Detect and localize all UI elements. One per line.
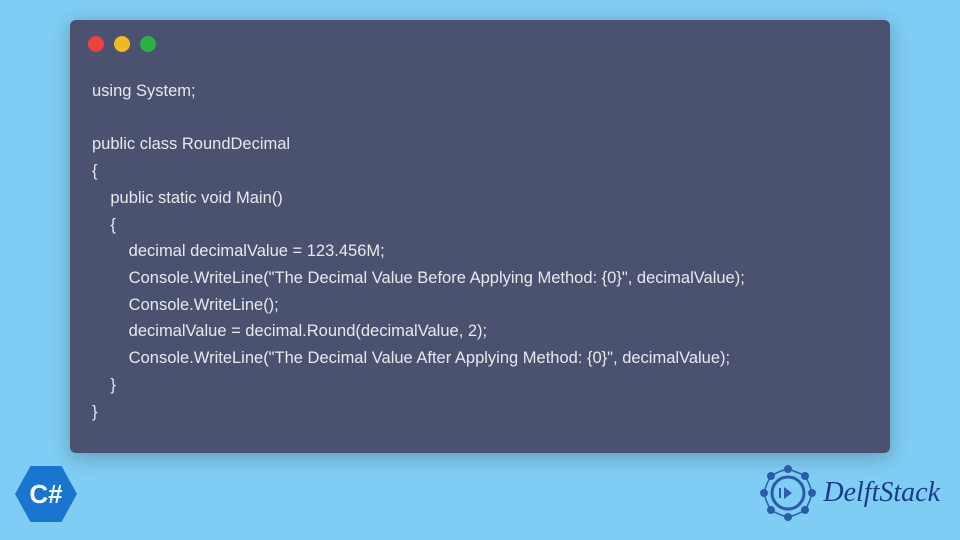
csharp-label: C# [29,479,62,510]
code-line: { [92,216,116,234]
code-line: { [92,162,98,180]
minimize-icon[interactable] [114,36,130,52]
code-line: } [92,376,116,394]
code-line: decimalValue = decimal.Round(decimalValu… [92,322,487,340]
window-titlebar [70,20,890,58]
close-icon[interactable] [88,36,104,52]
delftstack-label: DelftStack [823,477,940,509]
code-content: using System; public class RoundDecimal … [70,58,890,453]
code-line: Console.WriteLine("The Decimal Value Aft… [92,349,730,367]
delftstack-icon [757,462,819,524]
delftstack-logo: DelftStack [757,462,940,524]
csharp-logo: C# [15,466,77,522]
code-line: } [92,403,98,421]
code-window: using System; public class RoundDecimal … [70,20,890,453]
code-line: public class RoundDecimal [92,135,290,153]
code-line: public static void Main() [92,189,283,207]
code-line: Console.WriteLine(); [92,296,279,314]
code-line: Console.WriteLine("The Decimal Value Bef… [92,269,745,287]
code-line: decimal decimalValue = 123.456M; [92,242,385,260]
maximize-icon[interactable] [140,36,156,52]
code-line: using System; [92,82,196,100]
csharp-hexagon-icon: C# [15,466,77,522]
